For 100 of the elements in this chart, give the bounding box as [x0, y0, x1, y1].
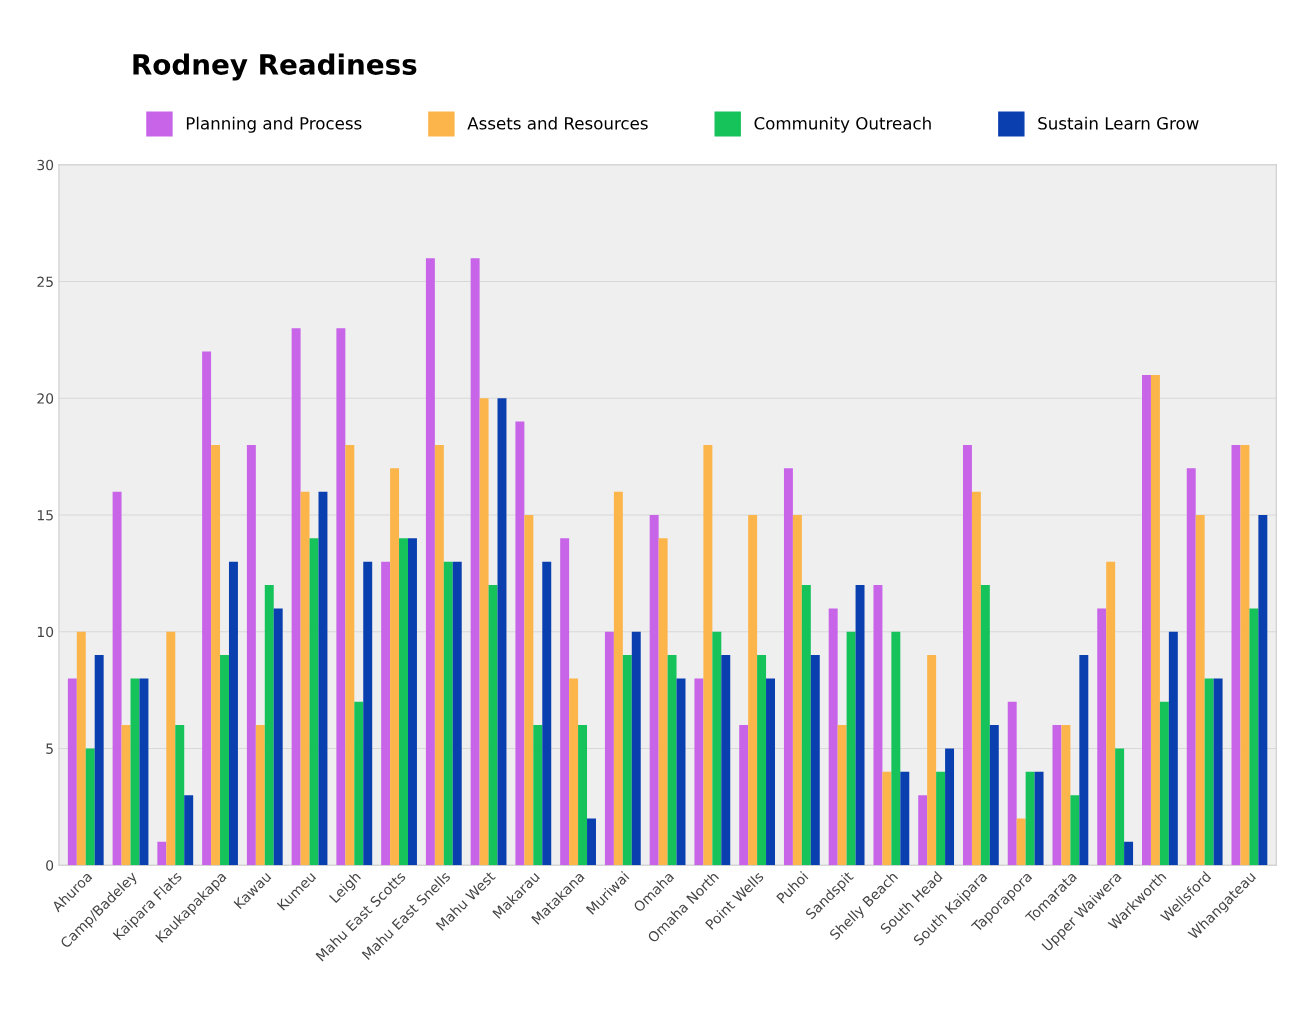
bar [291, 328, 301, 866]
bar [810, 655, 820, 866]
bar [85, 748, 95, 866]
bar [604, 631, 614, 866]
bar [425, 258, 435, 866]
bar [336, 328, 346, 866]
bar [658, 538, 668, 866]
bar [1142, 374, 1151, 866]
bar [264, 585, 274, 866]
bar [667, 655, 677, 866]
chart-title: Rodney Readiness [133, 53, 417, 81]
bar [228, 561, 238, 866]
y-tick-label: 15 [37, 510, 53, 521]
bar [470, 258, 480, 866]
bar [739, 725, 749, 866]
bar [757, 655, 767, 866]
bar [891, 631, 901, 866]
legend-label: Sustain Learn Grow [1038, 116, 1199, 130]
bar [766, 678, 776, 866]
y-tick-label: 25 [37, 276, 53, 288]
bar [1240, 444, 1250, 866]
bar [900, 771, 910, 866]
bar [855, 585, 865, 866]
bar [67, 678, 77, 866]
bar [1213, 678, 1223, 866]
bar [390, 468, 400, 866]
bar [542, 561, 552, 866]
bar [1204, 678, 1214, 866]
bar [945, 748, 955, 866]
bar [318, 491, 328, 866]
bar [157, 841, 167, 866]
bar [515, 421, 525, 866]
bar [703, 444, 713, 866]
bar [721, 655, 731, 866]
bar [1097, 608, 1107, 866]
bar [837, 725, 847, 866]
bar [381, 561, 391, 866]
bar [1150, 374, 1160, 866]
bar [748, 515, 758, 866]
bar [980, 585, 990, 866]
legend-label: Assets and Resources [467, 116, 648, 130]
bar [488, 585, 498, 866]
bar [1052, 725, 1062, 866]
bar [1195, 515, 1205, 866]
bar [175, 725, 185, 866]
bar [631, 631, 641, 866]
bar [300, 491, 310, 866]
bar [560, 538, 570, 866]
bar [936, 771, 946, 866]
bar [443, 561, 453, 866]
bar [882, 771, 892, 866]
bar [1115, 748, 1125, 866]
bar [1249, 608, 1259, 866]
bar [1106, 561, 1116, 866]
bar [255, 725, 265, 866]
y-tick-label: 0 [46, 860, 54, 871]
bar [1168, 631, 1178, 866]
bar [1159, 701, 1169, 866]
bar [363, 561, 373, 866]
y-tick-label: 30 [37, 159, 54, 171]
legend-label: Community Outreach [754, 116, 931, 133]
bar [408, 538, 417, 866]
bar [524, 515, 534, 866]
bar [783, 468, 793, 866]
bar [587, 818, 596, 866]
bar [989, 725, 999, 866]
bar [452, 561, 462, 866]
bar [1034, 771, 1044, 866]
y-tick-label: 5 [46, 743, 53, 754]
bar [533, 725, 543, 866]
bar [112, 491, 122, 866]
bar [184, 795, 194, 866]
bar [712, 631, 722, 866]
bar [354, 701, 364, 866]
bar [1186, 468, 1196, 866]
bar [1079, 655, 1089, 866]
legend-label: Planning and Process [186, 116, 362, 133]
bar [801, 585, 811, 866]
bar [927, 655, 937, 866]
bar [873, 585, 883, 866]
bar [918, 795, 928, 866]
bar [166, 631, 176, 866]
bar [246, 444, 256, 866]
bar [139, 678, 149, 866]
bar [846, 631, 856, 866]
bar [220, 655, 229, 866]
bar [211, 444, 221, 866]
bar [649, 515, 659, 866]
bar [479, 398, 489, 866]
bar [1061, 725, 1071, 866]
bar [1025, 771, 1035, 866]
bar [399, 538, 408, 866]
bar [76, 631, 86, 866]
bar [1007, 701, 1017, 866]
bar [569, 678, 579, 866]
bar [828, 608, 838, 866]
y-tick-label: 10 [37, 626, 54, 638]
bar [202, 351, 212, 866]
bar [622, 655, 632, 866]
bar [694, 678, 704, 866]
